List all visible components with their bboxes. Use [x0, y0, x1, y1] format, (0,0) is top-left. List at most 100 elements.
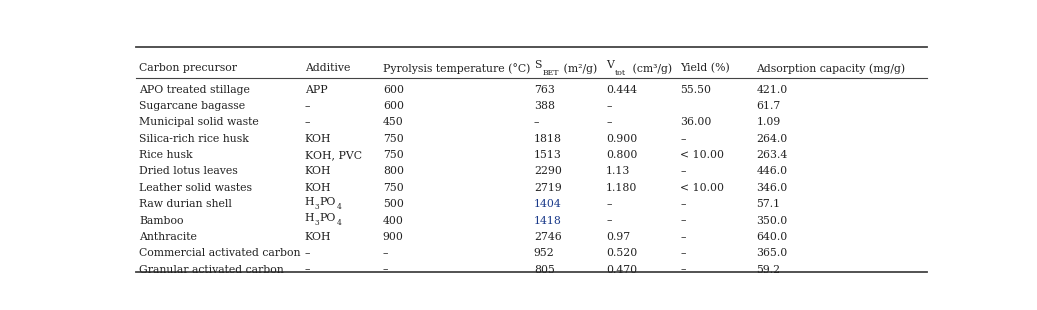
Text: Bamboo: Bamboo	[139, 215, 184, 225]
Text: 1513: 1513	[534, 150, 562, 160]
Text: Pyrolysis temperature (°C): Pyrolysis temperature (°C)	[383, 63, 530, 74]
Text: Carbon precursor: Carbon precursor	[139, 63, 237, 73]
Text: Sugarcane bagasse: Sugarcane bagasse	[139, 101, 246, 111]
Text: KOH: KOH	[305, 134, 332, 144]
Text: BET: BET	[542, 69, 559, 77]
Text: –: –	[680, 199, 685, 209]
Text: –: –	[305, 117, 310, 127]
Text: tot: tot	[614, 69, 625, 77]
Text: (m²/g): (m²/g)	[560, 63, 597, 73]
Text: < 10.00: < 10.00	[680, 183, 724, 193]
Text: Yield (%): Yield (%)	[680, 63, 730, 73]
Text: 600: 600	[383, 101, 403, 111]
Text: 4: 4	[337, 203, 342, 211]
Text: –: –	[607, 215, 612, 225]
Text: –: –	[607, 199, 612, 209]
Text: 450: 450	[383, 117, 403, 127]
Text: 640.0: 640.0	[757, 232, 788, 242]
Text: APO treated stillage: APO treated stillage	[139, 85, 250, 95]
Text: 3: 3	[314, 219, 319, 228]
Text: Raw durian shell: Raw durian shell	[139, 199, 232, 209]
Text: 750: 750	[383, 150, 403, 160]
Text: 900: 900	[383, 232, 403, 242]
Text: –: –	[305, 248, 310, 258]
Text: Municipal solid waste: Municipal solid waste	[139, 117, 259, 127]
Text: 2746: 2746	[534, 232, 562, 242]
Text: 36.00: 36.00	[680, 117, 711, 127]
Text: 1418: 1418	[534, 215, 562, 225]
Text: 446.0: 446.0	[757, 166, 788, 176]
Text: PO: PO	[319, 197, 336, 207]
Text: (cm³/g): (cm³/g)	[628, 63, 672, 73]
Text: KOH, PVC: KOH, PVC	[305, 150, 362, 160]
Text: 1.180: 1.180	[607, 183, 638, 193]
Text: 1.13: 1.13	[607, 166, 630, 176]
Text: S: S	[534, 60, 541, 70]
Text: V: V	[607, 60, 614, 70]
Text: 2719: 2719	[534, 183, 562, 193]
Text: –: –	[305, 101, 310, 111]
Text: 350.0: 350.0	[757, 215, 788, 225]
Text: KOH: KOH	[305, 166, 332, 176]
Text: Granular activated carbon: Granular activated carbon	[139, 264, 284, 275]
Text: –: –	[680, 264, 685, 275]
Text: 264.0: 264.0	[757, 134, 788, 144]
Text: KOH: KOH	[305, 232, 332, 242]
Text: 0.444: 0.444	[607, 85, 637, 95]
Text: –: –	[383, 264, 388, 275]
Text: Additive: Additive	[305, 63, 351, 73]
Text: PO: PO	[319, 213, 336, 224]
Text: –: –	[383, 248, 388, 258]
Text: –: –	[680, 232, 685, 242]
Text: KOH: KOH	[305, 183, 332, 193]
Text: Dried lotus leaves: Dried lotus leaves	[139, 166, 239, 176]
Text: 1818: 1818	[534, 134, 562, 144]
Text: –: –	[607, 117, 612, 127]
Text: 750: 750	[383, 134, 403, 144]
Text: –: –	[680, 215, 685, 225]
Text: 805: 805	[534, 264, 555, 275]
Text: Commercial activated carbon: Commercial activated carbon	[139, 248, 301, 258]
Text: 750: 750	[383, 183, 403, 193]
Text: –: –	[680, 248, 685, 258]
Text: 763: 763	[534, 85, 555, 95]
Text: 800: 800	[383, 166, 403, 176]
Text: 952: 952	[534, 248, 555, 258]
Text: Anthracite: Anthracite	[139, 232, 197, 242]
Text: 0.800: 0.800	[607, 150, 638, 160]
Text: 1404: 1404	[534, 199, 562, 209]
Text: 0.520: 0.520	[607, 248, 638, 258]
Text: –: –	[305, 264, 310, 275]
Text: 1.09: 1.09	[757, 117, 781, 127]
Text: 0.97: 0.97	[607, 232, 630, 242]
Text: Leather solid wastes: Leather solid wastes	[139, 183, 252, 193]
Text: 263.4: 263.4	[757, 150, 788, 160]
Text: Rice husk: Rice husk	[139, 150, 193, 160]
Text: –: –	[680, 134, 685, 144]
Text: 59.2: 59.2	[757, 264, 781, 275]
Text: 4: 4	[337, 219, 342, 228]
Text: Adsorption capacity (mg/g): Adsorption capacity (mg/g)	[757, 63, 905, 73]
Text: 2290: 2290	[534, 166, 562, 176]
Text: 0.900: 0.900	[607, 134, 638, 144]
Text: 3: 3	[314, 203, 319, 211]
Text: H: H	[305, 213, 314, 224]
Text: –: –	[534, 117, 539, 127]
Text: 500: 500	[383, 199, 403, 209]
Text: –: –	[607, 101, 612, 111]
Text: 388: 388	[534, 101, 555, 111]
Text: Silica-rich rice husk: Silica-rich rice husk	[139, 134, 249, 144]
Text: 55.50: 55.50	[680, 85, 711, 95]
Text: 421.0: 421.0	[757, 85, 788, 95]
Text: 365.0: 365.0	[757, 248, 788, 258]
Text: < 10.00: < 10.00	[680, 150, 724, 160]
Text: 0.470: 0.470	[607, 264, 638, 275]
Text: H: H	[305, 197, 314, 207]
Text: 57.1: 57.1	[757, 199, 781, 209]
Text: 600: 600	[383, 85, 403, 95]
Text: 400: 400	[383, 215, 403, 225]
Text: 61.7: 61.7	[757, 101, 781, 111]
Text: 346.0: 346.0	[757, 183, 788, 193]
Text: –: –	[680, 166, 685, 176]
Text: APP: APP	[305, 85, 328, 95]
